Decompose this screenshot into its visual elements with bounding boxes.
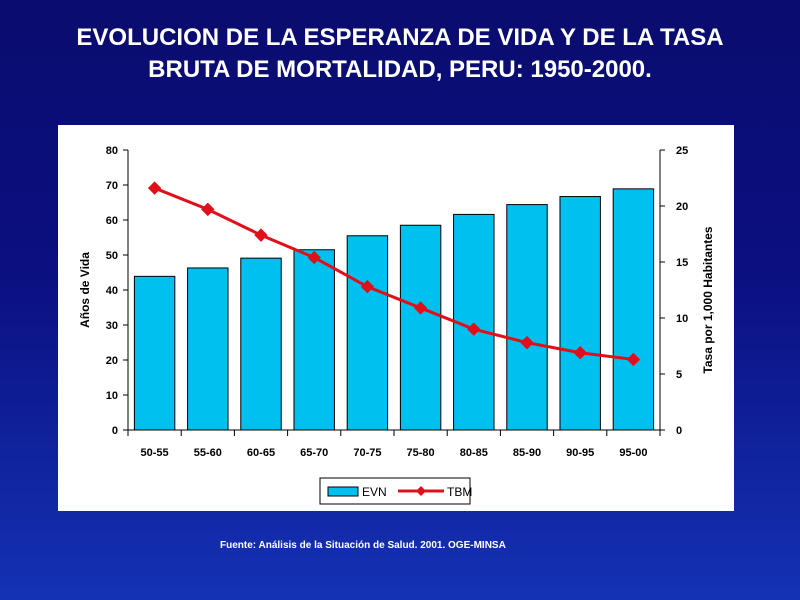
x-tick-label: 65-70 [300, 447, 328, 459]
marker-tbm-90-95 [573, 346, 587, 360]
bar-evn-85-90 [506, 204, 548, 431]
marker-tbm-50-55 [147, 181, 162, 195]
bar-evn-95-00 [612, 188, 655, 431]
bar-evn-65-70 [293, 249, 335, 431]
title-line-1: EVOLUCION DE LA ESPERANZA DE VIDA Y DE L… [76, 24, 724, 51]
y2-tick-label: 15 [676, 257, 688, 269]
bar-evn-55-60 [187, 267, 229, 431]
y-tick-label: 10 [106, 390, 118, 402]
y-tick-label: 40 [106, 285, 118, 297]
y-tick-label: 60 [106, 215, 118, 227]
y2-axis-title: Tasa por 1,000 Habitantes [701, 226, 715, 373]
x-tick-label: 50-55 [141, 447, 169, 459]
chart-svg: 0 10 20 30 40 50 60 70 80 0 5 10 15 20 25 50-55 55-60 60-… [78, 145, 715, 505]
x-tick-label: 85-90 [513, 447, 541, 459]
y-tick-label: 50 [106, 250, 118, 262]
marker-tbm-65-70 [307, 250, 321, 265]
x-tick-label: 60-65 [247, 447, 275, 459]
legend-tbm-marker [416, 486, 426, 496]
x-tick-label: 70-75 [353, 447, 381, 459]
x-tick-label: 80-85 [460, 447, 488, 459]
y2-tick-label: 25 [676, 145, 688, 157]
bar-evn-60-65 [240, 257, 282, 431]
chart-panel: 0 10 20 30 40 50 60 70 80 0 5 10 15 20 25 50-55 55-60 60-… [58, 125, 734, 511]
y-tick-label: 30 [106, 320, 118, 332]
marker-tbm-95-00 [626, 352, 641, 367]
x-tick-label: 75-80 [407, 447, 435, 459]
x-tick-label: 55-60 [194, 447, 222, 459]
marker-tbm-70-75 [360, 279, 375, 294]
marker-tbm-55-60 [201, 202, 215, 217]
y-tick-label: 70 [106, 180, 118, 192]
y-axis-title: Años de Vida [78, 252, 92, 328]
y2-tick-label: 5 [676, 369, 682, 381]
bar-evn-90-95 [559, 196, 601, 431]
bar-evn-50-55 [133, 275, 176, 431]
y-tick-label: 20 [106, 355, 118, 367]
y-tick-label: 0 [112, 425, 118, 437]
legend-evn-swatch [327, 486, 359, 497]
y2-tick-label: 10 [676, 313, 688, 325]
x-tick-label: 90-95 [566, 447, 594, 459]
marker-tbm-60-65 [254, 228, 268, 242]
x-tick-label: 95-00 [619, 447, 647, 459]
line-tbm [154, 186, 634, 361]
y2-tick-label: 20 [676, 201, 688, 213]
title-line-2: BRUTA DE MORTALIDAD, PERU: 1950-2000. [148, 56, 652, 83]
marker-tbm-80-85 [467, 322, 481, 336]
marker-tbm-85-90 [520, 335, 534, 350]
marker-tbm-75-80 [413, 301, 428, 315]
legend-tbm-label: TBM [447, 485, 472, 499]
bar-evn-70-75 [346, 235, 389, 431]
y2-tick-label: 0 [676, 425, 682, 437]
slide-title: EVOLUCION DE LA ESPERANZA DE VIDA Y DE L… [0, 22, 800, 86]
source-note: Fuente: Análisis de la Situación de Salu… [220, 540, 506, 551]
bar-evn-75-80 [399, 224, 442, 431]
y-tick-label: 80 [106, 145, 118, 157]
legend-evn-label: EVN [362, 485, 387, 499]
